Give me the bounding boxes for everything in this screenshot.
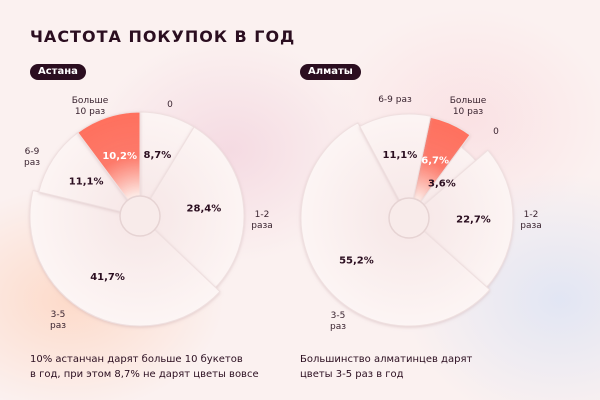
category-label-zero: 0 xyxy=(493,127,499,137)
data-label: 3,6% xyxy=(428,178,456,189)
pie-slice-1-2-раза xyxy=(408,149,514,288)
pie-slice-6-9-раз xyxy=(38,131,142,217)
caption-astana: 10% астанчан дарят больше 10 букетов в го… xyxy=(30,354,259,380)
pie-slice-1-2-раза xyxy=(139,126,245,289)
category-label-more10: Больше 10 раз xyxy=(71,96,109,117)
data-label: 10,2% xyxy=(102,151,137,162)
category-label-1-2: 1-2 раза xyxy=(520,210,542,231)
pie-slice-3-5-раз xyxy=(29,189,221,327)
data-label: 22,7% xyxy=(456,215,491,226)
data-label: 8,7% xyxy=(144,150,172,161)
data-label: 55,2% xyxy=(339,256,374,267)
pie-slice-6-9-раз xyxy=(359,113,432,220)
data-label: 6,7% xyxy=(421,156,449,167)
donut-hole xyxy=(388,197,430,239)
data-label: 28,4% xyxy=(187,203,222,214)
city-badge-astana: Астана xyxy=(30,64,86,80)
category-label-1-2: 1-2 раза xyxy=(251,210,273,231)
pie-slice-Больше-10-раз xyxy=(77,111,141,218)
donut-hole xyxy=(119,195,161,237)
category-label-6-9: 6-9 раз xyxy=(23,147,41,168)
data-label: 41,7% xyxy=(90,272,125,283)
city-badge-almaty: Алматы xyxy=(300,64,361,80)
category-label-3-5: 3-5 раз xyxy=(329,311,347,332)
category-label-more10: Больше 10 раз xyxy=(449,96,487,117)
data-label: 11,1% xyxy=(69,177,104,188)
category-label-6-9: 6-9 раз xyxy=(378,95,412,105)
data-label: 11,1% xyxy=(383,150,418,161)
page-title: ЧАСТОТА ПОКУПОК В ГОД xyxy=(30,27,296,46)
caption-almaty: Большинство алматинцев дарят цветы 3-5 ра… xyxy=(300,354,473,380)
category-label-zero: 0 xyxy=(167,100,173,110)
category-label-3-5: 3-5 раз xyxy=(49,310,67,331)
